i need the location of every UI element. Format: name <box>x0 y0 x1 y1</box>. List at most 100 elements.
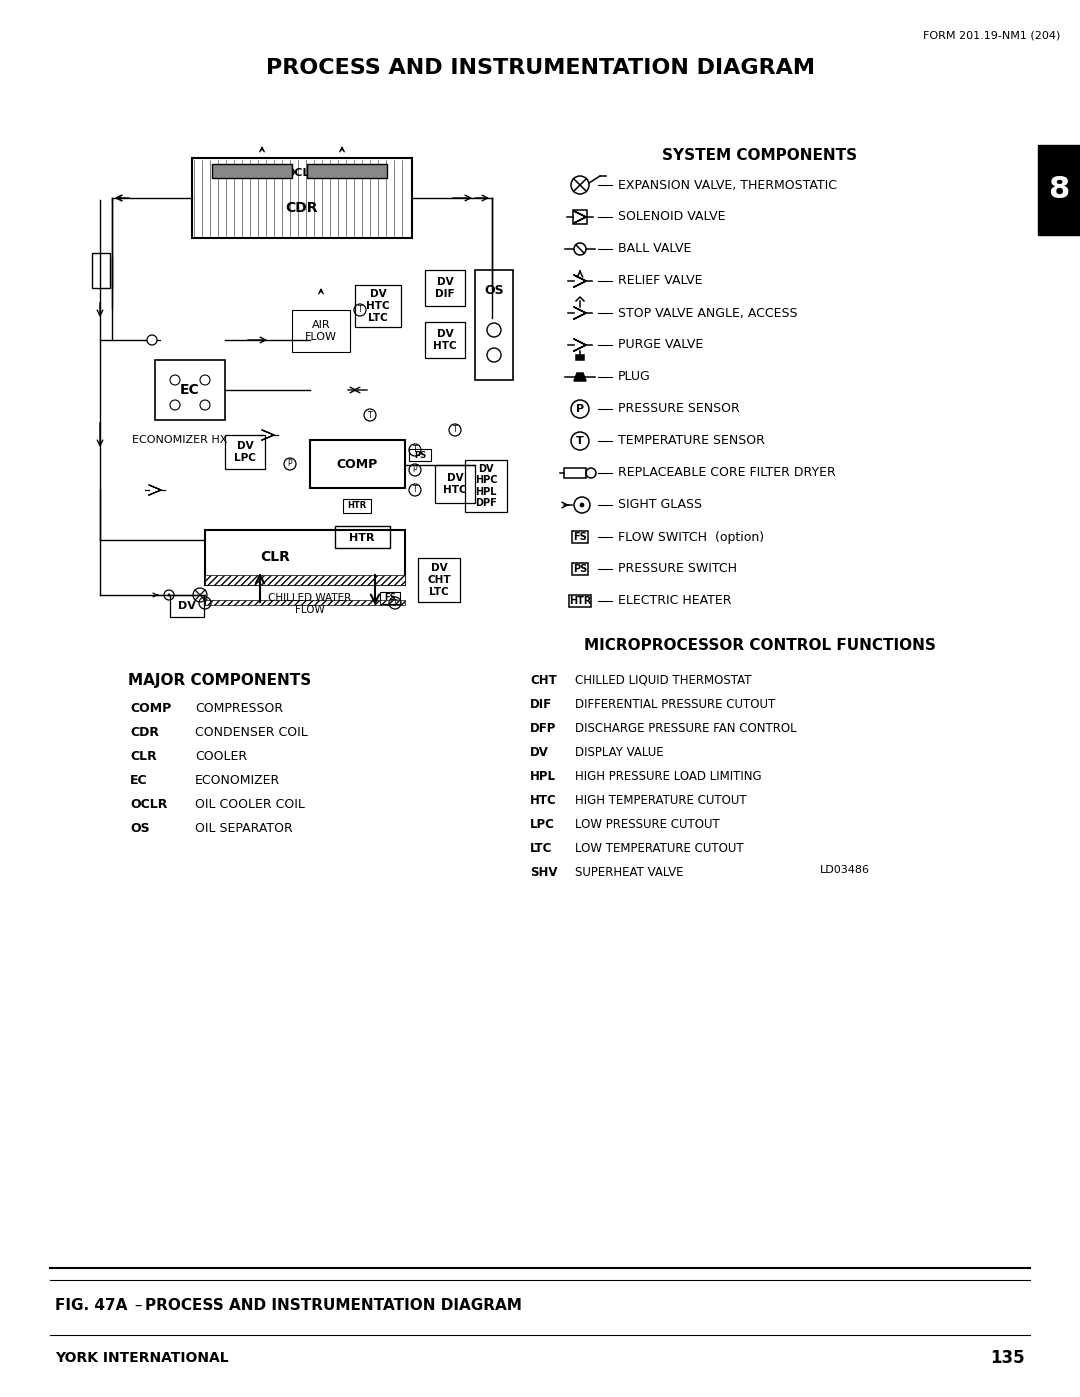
Text: HTR: HTR <box>569 597 591 606</box>
Bar <box>576 355 584 360</box>
Text: T: T <box>453 426 457 434</box>
Text: DIF: DIF <box>530 697 552 711</box>
Text: OCLR: OCLR <box>130 798 167 810</box>
Text: CHT: CHT <box>530 673 557 686</box>
Text: LTC: LTC <box>429 587 449 597</box>
Bar <box>335 527 390 548</box>
Bar <box>170 595 204 617</box>
Text: SIGHT GLASS: SIGHT GLASS <box>618 499 702 511</box>
Text: T: T <box>357 306 362 314</box>
Text: CHT: CHT <box>428 576 450 585</box>
Text: T: T <box>393 598 397 608</box>
Text: LOW TEMPERATURE CUTOUT: LOW TEMPERATURE CUTOUT <box>575 841 744 855</box>
Text: DV: DV <box>369 289 387 299</box>
Text: SHV: SHV <box>530 866 557 879</box>
Text: CHILLED LIQUID THERMOSTAT: CHILLED LIQUID THERMOSTAT <box>575 673 752 686</box>
Bar <box>573 210 588 224</box>
Text: PROCESS AND INSTRUMENTATION DIAGRAM: PROCESS AND INSTRUMENTATION DIAGRAM <box>145 1298 522 1313</box>
Text: SOLENOID VALVE: SOLENOID VALVE <box>618 211 726 224</box>
Text: SYSTEM COMPONENTS: SYSTEM COMPONENTS <box>662 148 858 162</box>
Text: PS: PS <box>414 450 427 460</box>
Circle shape <box>580 503 584 507</box>
Text: LPC: LPC <box>234 453 256 462</box>
Text: FLOW: FLOW <box>295 605 325 615</box>
Bar <box>225 434 265 469</box>
Text: 8: 8 <box>1049 176 1069 204</box>
Text: DPF: DPF <box>475 499 497 509</box>
Text: PS: PS <box>572 564 588 574</box>
Text: DV: DV <box>178 601 195 610</box>
Bar <box>475 270 513 380</box>
Polygon shape <box>573 373 586 381</box>
Text: DV: DV <box>436 277 454 286</box>
Text: LTC: LTC <box>368 313 388 323</box>
Text: T: T <box>367 411 373 419</box>
Text: HPL: HPL <box>530 770 556 782</box>
Text: DV: DV <box>530 746 549 759</box>
Bar <box>205 576 405 585</box>
Text: RELIEF VALVE: RELIEF VALVE <box>618 274 702 288</box>
Text: PLUG: PLUG <box>618 370 651 384</box>
Text: DIFFERENTIAL PRESSURE CUTOUT: DIFFERENTIAL PRESSURE CUTOUT <box>575 697 775 711</box>
Text: REPLACEABLE CORE FILTER DRYER: REPLACEABLE CORE FILTER DRYER <box>618 467 836 479</box>
Bar <box>435 465 475 503</box>
Bar <box>465 460 507 511</box>
Text: EC: EC <box>130 774 148 787</box>
Text: CHILLED WATER: CHILLED WATER <box>268 592 352 604</box>
Text: FLOW: FLOW <box>305 332 337 342</box>
Text: LPC: LPC <box>530 817 555 830</box>
Circle shape <box>167 594 171 597</box>
Bar <box>212 163 292 177</box>
Bar <box>426 321 465 358</box>
Text: CLR: CLR <box>130 750 157 763</box>
Text: OIL COOLER COIL: OIL COOLER COIL <box>195 798 305 810</box>
Bar <box>156 360 225 420</box>
Text: HTC: HTC <box>366 300 390 312</box>
Text: OS: OS <box>130 821 150 834</box>
Text: FIG. 47A: FIG. 47A <box>55 1298 127 1313</box>
Circle shape <box>573 243 586 256</box>
Text: HPL: HPL <box>475 486 497 497</box>
Bar <box>205 599 405 605</box>
Text: DV: DV <box>447 474 463 483</box>
Text: HTC: HTC <box>443 485 467 495</box>
Text: COMP: COMP <box>336 457 378 471</box>
Text: FLOW SWITCH  (option): FLOW SWITCH (option) <box>618 531 765 543</box>
Text: DISCHARGE PRESSURE FAN CONTROL: DISCHARGE PRESSURE FAN CONTROL <box>575 721 797 735</box>
Text: OS: OS <box>484 284 503 296</box>
Text: CDR: CDR <box>130 725 159 739</box>
Bar <box>307 163 387 177</box>
Text: –: – <box>130 1298 147 1313</box>
Text: T: T <box>413 446 417 454</box>
Text: MICROPROCESSOR CONTROL FUNCTIONS: MICROPROCESSOR CONTROL FUNCTIONS <box>584 637 936 652</box>
Text: DV: DV <box>431 563 447 573</box>
Circle shape <box>147 335 157 345</box>
Bar <box>205 529 405 585</box>
Bar <box>426 270 465 306</box>
Text: PRESSURE SWITCH: PRESSURE SWITCH <box>618 563 737 576</box>
Text: DV: DV <box>436 330 454 339</box>
Text: T: T <box>413 486 417 495</box>
Text: OCLR: OCLR <box>285 168 319 177</box>
Bar <box>418 557 460 602</box>
Bar <box>355 285 401 327</box>
Text: 135: 135 <box>990 1350 1025 1368</box>
Bar <box>564 468 586 478</box>
Bar <box>409 448 431 461</box>
Text: CDR: CDR <box>286 201 319 215</box>
Text: YORK INTERNATIONAL: YORK INTERNATIONAL <box>55 1351 229 1365</box>
Bar <box>192 158 411 237</box>
Text: P: P <box>413 465 417 475</box>
Bar <box>1038 145 1080 235</box>
Text: DIF: DIF <box>435 289 455 299</box>
Text: P: P <box>576 404 584 414</box>
Text: LTC: LTC <box>530 841 552 855</box>
Text: P: P <box>287 460 293 468</box>
Bar <box>569 595 591 608</box>
Text: CONDENSER COIL: CONDENSER COIL <box>195 725 308 739</box>
Text: FORM 201.19-NM1 (204): FORM 201.19-NM1 (204) <box>922 29 1059 41</box>
Text: T: T <box>203 598 207 608</box>
Text: T: T <box>576 436 584 446</box>
Text: PRESSURE SENSOR: PRESSURE SENSOR <box>618 402 740 415</box>
Text: HTR: HTR <box>349 534 375 543</box>
